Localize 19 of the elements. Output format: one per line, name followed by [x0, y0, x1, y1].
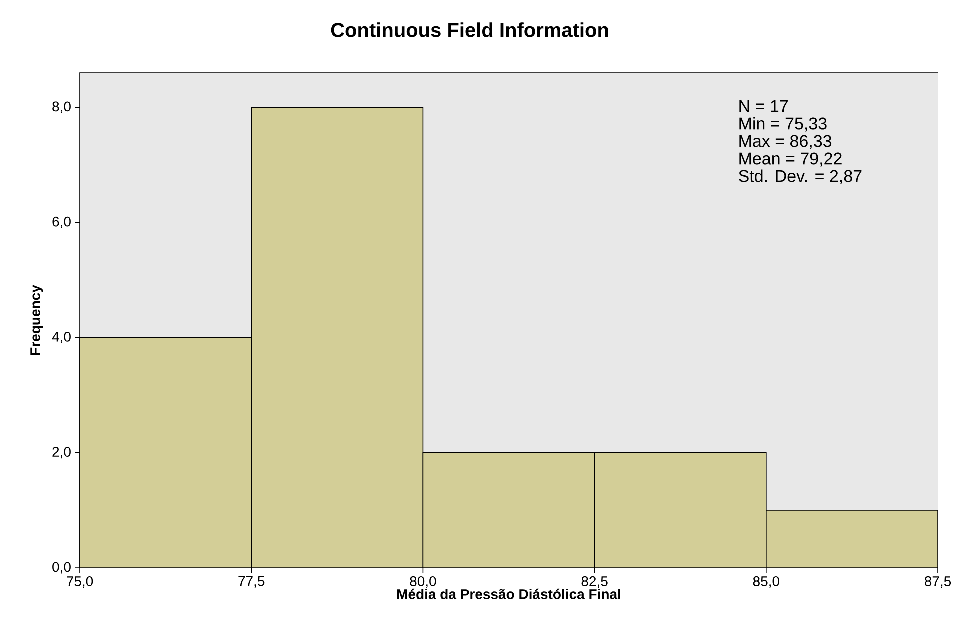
- annotation: Max = 86,33: [740, 135, 832, 150]
- y-tick-label: 8,0: [52, 102, 71, 114]
- x-tick-label: 75,0: [67, 576, 94, 588]
- x-tick-label: 80,0: [410, 576, 436, 588]
- x-tick-label: 82,5: [582, 576, 608, 588]
- y-tick-label: 4,0: [52, 332, 71, 344]
- annotation: Std. Dev. = 2,87: [739, 170, 862, 184]
- x-tick-label: 85,0: [753, 576, 780, 588]
- y-tick-label: 0,0: [52, 562, 71, 574]
- annotation: Mean = 79,22: [740, 152, 842, 167]
- y-tick-label: 6,0: [52, 216, 71, 228]
- x-tick-label: 77,5: [238, 576, 265, 588]
- annotation: N = 17: [740, 100, 788, 112]
- annotation: Min = 75,33: [740, 117, 827, 132]
- x-tick-label: 87,5: [924, 576, 952, 588]
- chart-title: Continuous Field Information: [331, 22, 608, 38]
- y-axis-title: Frequency: [30, 285, 44, 355]
- x-axis-title: Média da Pressão Diástólica Final: [398, 588, 620, 600]
- y-tick-label: 2,0: [52, 447, 71, 459]
